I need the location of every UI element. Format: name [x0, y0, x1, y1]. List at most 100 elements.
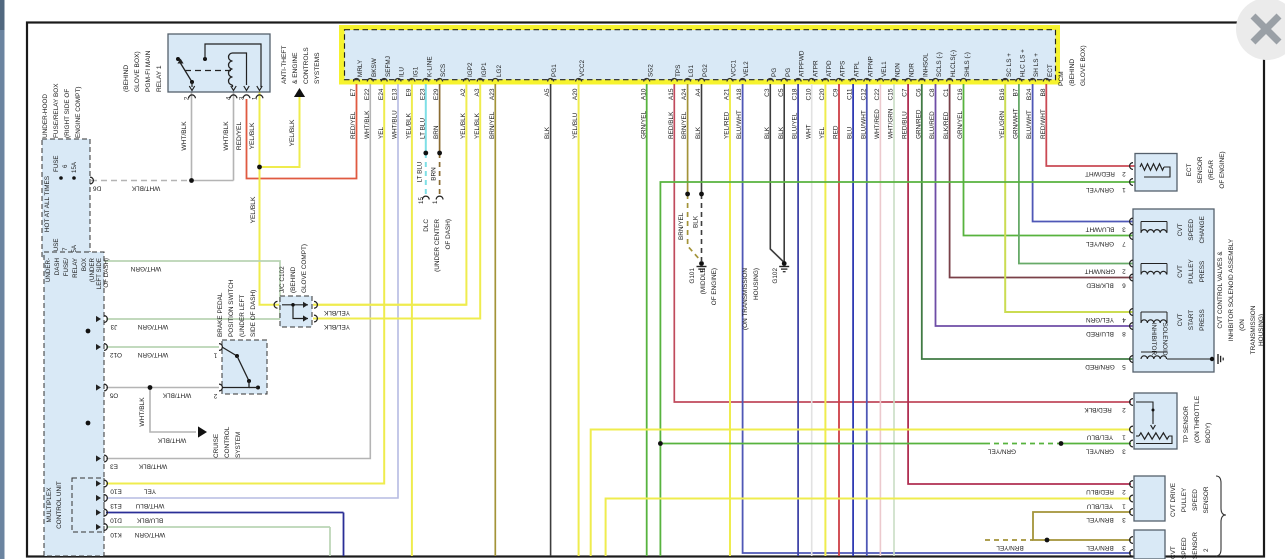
svg-text:C1: C1 [943, 88, 950, 97]
svg-text:SENSOR: SENSOR [1192, 532, 1199, 559]
svg-text:WHT/GRN: WHT/GRN [888, 108, 895, 139]
svg-text:BOX: BOX [81, 258, 88, 271]
svg-text:C11: C11 [847, 88, 854, 100]
svg-text:GLOVE COMPT): GLOVE COMPT) [301, 244, 308, 293]
svg-text:G102: G102 [772, 268, 779, 284]
svg-text:DLC: DLC [423, 219, 430, 232]
svg-text:B7: B7 [1013, 88, 1020, 96]
svg-text:E29: E29 [433, 88, 440, 100]
svg-text:BRN: BRN [431, 167, 438, 181]
svg-text:A24: A24 [681, 88, 688, 100]
svg-text:RELAY: RELAY [72, 258, 79, 278]
svg-text:MRLY: MRLY [357, 59, 364, 77]
svg-text:ANTI-THEFT: ANTI-THEFT [281, 46, 288, 84]
svg-text:1: 1 [213, 352, 217, 359]
svg-text:C6: C6 [915, 88, 922, 97]
svg-text:BLU/WHT: BLU/WHT [860, 110, 867, 139]
svg-text:8: 8 [1122, 330, 1126, 337]
svg-text:HOT AT ALL TIMES: HOT AT ALL TIMES [44, 176, 51, 232]
svg-text:GRN/YEL: GRN/YEL [1086, 186, 1115, 193]
svg-text:YEL/BLU: YEL/BLU [1086, 434, 1113, 441]
svg-text:BLU/RED: BLU/RED [929, 111, 936, 139]
svg-text:GRN/RED: GRN/RED [915, 109, 922, 139]
svg-text:RED/WHT: RED/WHT [1085, 170, 1115, 177]
svg-text:INHSOL: INHSOL [922, 53, 929, 77]
svg-text:4: 4 [226, 96, 233, 100]
svg-text:SEFMJ: SEFMJ [385, 56, 392, 77]
svg-text:YEL/BLK: YEL/BLK [323, 323, 350, 330]
svg-text:O12: O12 [110, 351, 123, 358]
svg-text:BLU/YEL: BLU/YEL [792, 112, 799, 139]
svg-text:MULTIPLEX: MULTIPLEX [46, 487, 53, 523]
svg-text:ATPL: ATPL [854, 61, 861, 77]
svg-text:5: 5 [1122, 363, 1126, 370]
svg-text:4: 4 [1122, 316, 1126, 323]
svg-text:(ON TRANSMISSION: (ON TRANSMISSION [742, 268, 749, 330]
svg-text:E10: E10 [110, 488, 122, 495]
svg-text:3: 3 [239, 96, 246, 100]
svg-text:E22: E22 [364, 88, 371, 100]
svg-text:BRAKE PEDAL: BRAKE PEDAL [217, 292, 224, 337]
svg-text:RED: RED [833, 125, 840, 139]
svg-text:E7: E7 [350, 88, 357, 96]
svg-text:VCC2: VCC2 [579, 60, 586, 77]
svg-text:WHT/BLK: WHT/BLK [364, 110, 371, 139]
svg-text:BLK/RED: BLK/RED [1086, 282, 1114, 289]
svg-text:HLCLS(-): HLCLS(-) [950, 50, 957, 77]
svg-text:(RIGHT SIDE OF: (RIGHT SIDE OF [64, 89, 71, 138]
svg-text:6: 6 [1122, 282, 1126, 289]
svg-text:INHIBITOR: INHIBITOR [1150, 323, 1157, 356]
svg-text:2: 2 [184, 96, 191, 100]
svg-text:SIDE OF DASH): SIDE OF DASH) [250, 290, 257, 337]
svg-text:BLU/RED: BLU/RED [1086, 330, 1114, 337]
svg-text:INHIBITOR SOLENOID ASSEMBLY: INHIBITOR SOLENOID ASSEMBLY [1228, 238, 1235, 341]
svg-text:PG: PG [771, 68, 778, 77]
svg-text:PGM-FI MAIN: PGM-FI MAIN [145, 50, 152, 92]
svg-text:J/C C102: J/C C102 [279, 266, 286, 293]
svg-text:ILU: ILU [399, 67, 406, 77]
svg-text:E9: E9 [406, 88, 413, 96]
svg-text:GRN/YEL: GRN/YEL [640, 110, 647, 139]
svg-text:YEL/BLK: YEL/BLK [289, 119, 296, 146]
svg-text:B8: B8 [1040, 88, 1047, 96]
svg-text:1: 1 [252, 96, 259, 100]
svg-text:1: 1 [432, 200, 439, 204]
svg-text:YEL: YEL [819, 126, 826, 139]
svg-text:D6: D6 [92, 185, 101, 192]
svg-text:CHANGE: CHANGE [1199, 216, 1206, 243]
svg-text:CONTROL: CONTROL [224, 426, 231, 458]
svg-text:WHT/BLK: WHT/BLK [131, 185, 160, 192]
svg-text:C16: C16 [957, 88, 964, 100]
svg-text:2: 2 [1122, 268, 1126, 275]
svg-text:YEL/BLK: YEL/BLK [406, 112, 413, 139]
svg-text:GLOVE BOX): GLOVE BOX) [134, 51, 141, 92]
svg-text:GRN/YEL: GRN/YEL [957, 110, 964, 139]
svg-text:RED/BLU: RED/BLU [902, 111, 909, 139]
svg-text:TPS: TPS [675, 65, 682, 77]
svg-text:POSITION SWITCH: POSITION SWITCH [228, 279, 235, 337]
svg-text:PRESS: PRESS [1199, 261, 1206, 283]
svg-text:K-LINE: K-LINE [426, 56, 433, 77]
svg-text:RELAY 1: RELAY 1 [156, 65, 163, 92]
svg-text:& ENGINE: & ENGINE [292, 52, 299, 84]
svg-text:FUSE: FUSE [53, 155, 60, 172]
svg-text:PULLEY: PULLEY [1188, 259, 1195, 284]
svg-text:BRN/YEL: BRN/YEL [996, 544, 1024, 551]
svg-text:SPEED: SPEED [1181, 537, 1188, 559]
svg-text:TP SENSOR: TP SENSOR [1183, 406, 1190, 443]
svg-text:WHT/GRN: WHT/GRN [130, 265, 161, 272]
svg-text:YEL/BLK: YEL/BLK [249, 122, 256, 149]
svg-text:2: 2 [1122, 406, 1126, 413]
svg-text:C20: C20 [819, 88, 826, 100]
svg-text:RED/WHT: RED/WHT [1040, 109, 1047, 139]
svg-text:FUSE/: FUSE/ [63, 258, 70, 277]
svg-text:7: 7 [62, 247, 69, 251]
svg-text:CRUISE: CRUISE [213, 434, 220, 458]
svg-text:ATPFWD: ATPFWD [799, 50, 806, 77]
svg-text:CONTROL UNIT: CONTROL UNIT [56, 481, 63, 529]
svg-text:ECT: ECT [1186, 164, 1193, 177]
svg-text:15A: 15A [71, 161, 78, 173]
svg-text:PULLEY: PULLEY [1181, 487, 1188, 512]
svg-text:HLC LS +: HLC LS + [1020, 49, 1027, 77]
svg-text:C9: C9 [833, 88, 840, 97]
